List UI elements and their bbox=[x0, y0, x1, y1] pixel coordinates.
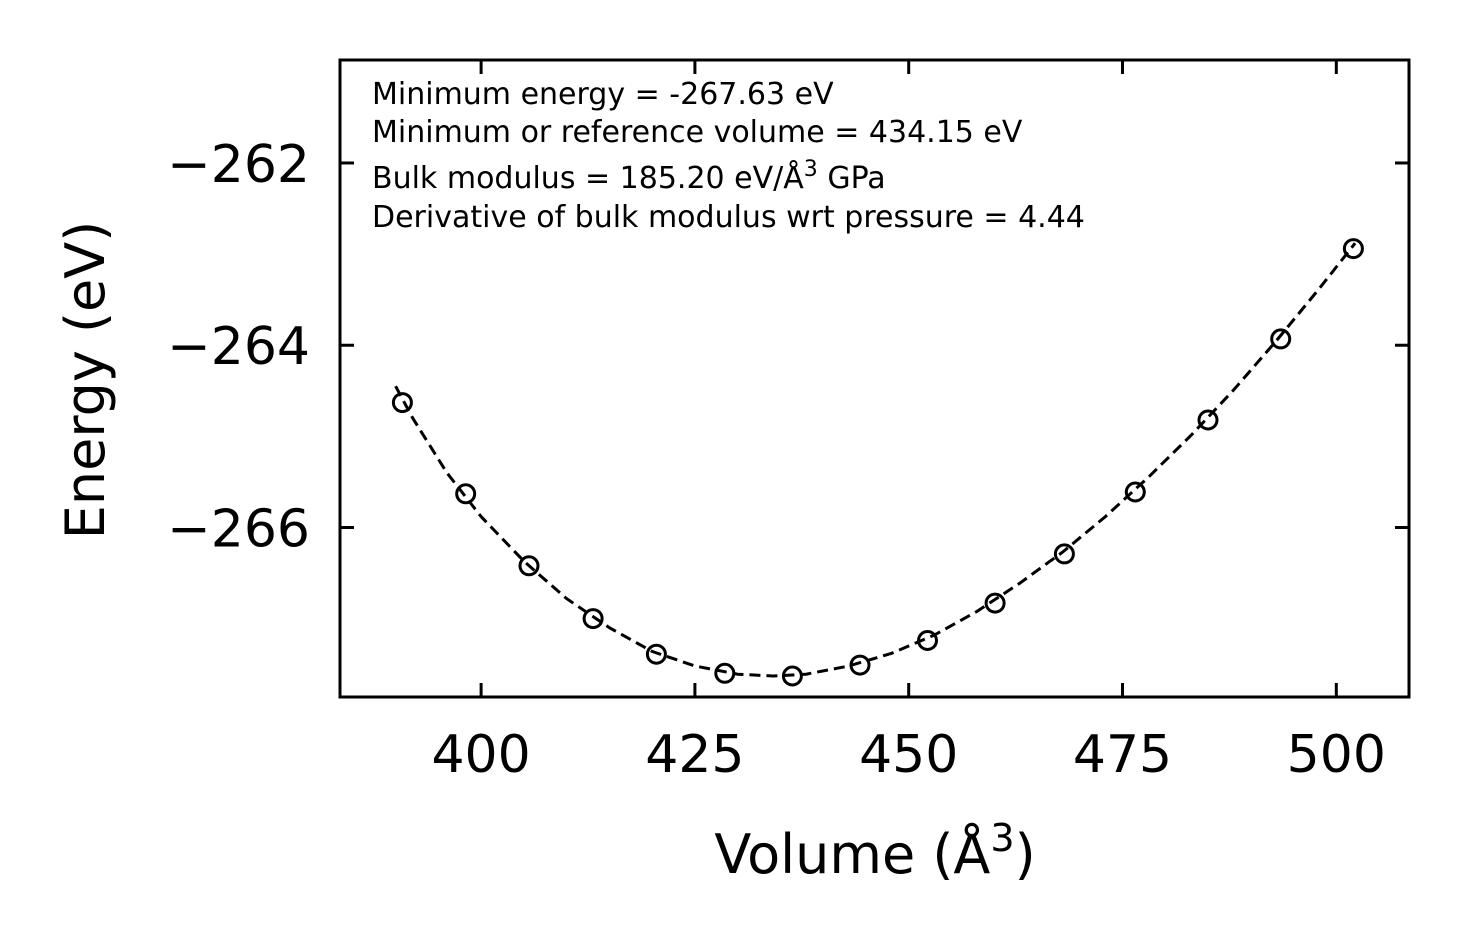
data-point bbox=[984, 592, 1006, 614]
x-axis-title: Volume (Å3) bbox=[714, 816, 1035, 886]
y-tick-label: −264 bbox=[167, 317, 310, 377]
annotation-bulk-modulus-unit: GPa bbox=[818, 161, 886, 196]
annotation-min-energy: Minimum energy = -267.63 eV bbox=[372, 77, 834, 112]
data-point bbox=[849, 654, 871, 676]
y-axis-title: Energy (eV) bbox=[54, 221, 117, 540]
data-point bbox=[1342, 238, 1364, 260]
data-point bbox=[781, 665, 803, 687]
data-points-layer bbox=[391, 238, 1364, 687]
data-point bbox=[582, 608, 604, 630]
x-tick-label: 425 bbox=[645, 725, 744, 785]
data-point bbox=[917, 630, 938, 651]
annotation-bulk-modulus-sup: 3 bbox=[804, 157, 818, 182]
data-point bbox=[1270, 328, 1292, 350]
x-axis-title-sup: 3 bbox=[990, 816, 1014, 860]
annotation-min-volume: Minimum or reference volume = 434.15 eV bbox=[372, 115, 1023, 150]
data-point bbox=[391, 392, 413, 414]
annotation-block: Minimum energy = -267.63 eV Minimum or r… bbox=[372, 77, 1085, 235]
y-tick-label: −266 bbox=[167, 499, 310, 559]
fit-curve-layer bbox=[394, 242, 1357, 678]
annotation-bulk-modulus-text: Bulk modulus = 185.20 eV/Å bbox=[372, 160, 804, 196]
annotation-bulk-derivative: Derivative of bulk modulus wrt pressure … bbox=[372, 200, 1085, 235]
x-axis-title-text: Volume (Å bbox=[714, 822, 990, 886]
data-point bbox=[1197, 409, 1219, 431]
ticks-layer: 400 425 450 475 500 −262 −264 −266 bbox=[167, 60, 1409, 785]
fit-line bbox=[394, 242, 1357, 678]
x-tick-label: 400 bbox=[431, 725, 530, 785]
data-point bbox=[1124, 481, 1146, 503]
plot-frame bbox=[338, 58, 1411, 699]
data-point bbox=[518, 555, 540, 577]
x-axis-title-close: ) bbox=[1015, 823, 1036, 886]
data-point bbox=[714, 662, 736, 684]
y-tick-label: −262 bbox=[167, 135, 310, 195]
x-tick-label: 500 bbox=[1287, 725, 1386, 785]
annotation-bulk-modulus: Bulk modulus = 185.20 eV/Å3 GPa bbox=[372, 157, 886, 196]
x-tick-label: 450 bbox=[859, 725, 958, 785]
data-point bbox=[455, 483, 477, 505]
x-tick-label: 475 bbox=[1073, 725, 1172, 785]
data-point bbox=[1053, 543, 1075, 565]
data-point bbox=[645, 643, 667, 665]
